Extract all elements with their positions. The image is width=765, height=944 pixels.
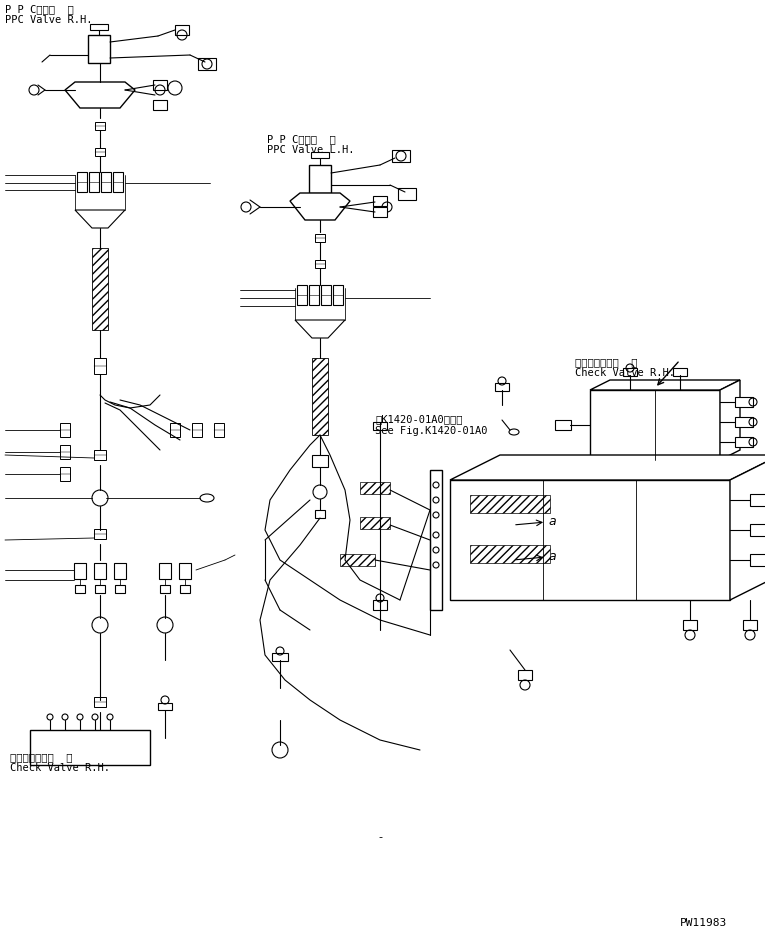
Bar [101,172,111,192]
Bar [94,529,106,539]
Bar [373,422,387,430]
Text: P P Cバルブ  右: P P Cバルブ 右 [5,4,73,14]
Bar [77,172,87,192]
Text: PW11983: PW11983 [680,918,728,928]
Bar [450,480,730,600]
Bar [430,470,442,610]
Text: Check Valve R.H.: Check Valve R.H. [10,763,110,773]
Bar [470,545,550,563]
Bar [309,285,319,305]
Bar [321,285,331,305]
Bar [75,585,85,593]
Bar [175,25,189,35]
Bar [495,383,509,391]
Bar [360,482,390,494]
Bar [735,417,753,427]
Bar [373,196,387,206]
Bar [60,445,70,459]
Text: -: - [378,832,382,842]
Bar [315,510,325,518]
Polygon shape [65,82,135,108]
Bar [198,58,216,70]
Bar [743,620,757,630]
Polygon shape [75,210,125,228]
Bar [115,585,125,593]
Bar [153,80,167,90]
Bar [95,148,105,156]
Bar [94,563,106,579]
Text: Check Valve R.H.: Check Valve R.H. [575,368,675,378]
Bar [750,524,765,536]
Bar [170,423,180,437]
Bar [315,260,325,268]
Bar [340,554,375,566]
Bar [114,563,126,579]
Bar [272,653,288,661]
Bar [312,358,328,435]
Bar [297,285,307,305]
Bar [750,494,765,506]
Bar [360,517,390,529]
Bar [94,450,106,460]
Text: PPC Valve R.H.: PPC Valve R.H. [5,15,93,25]
Bar [673,368,687,376]
Polygon shape [590,380,740,390]
Text: 第K1420-01A0図参照: 第K1420-01A0図参照 [375,414,463,424]
Bar [95,585,105,593]
Bar [180,585,190,593]
Bar [179,563,191,579]
Bar [590,390,720,460]
Bar [309,165,331,193]
Text: a: a [548,550,555,563]
Bar [373,600,387,610]
Bar [392,150,410,162]
Bar [623,368,637,376]
Bar [518,670,532,680]
Bar [192,423,202,437]
Bar [333,285,343,305]
Bar [373,207,387,217]
Bar [214,423,224,437]
Bar [398,188,416,200]
Bar [88,35,110,63]
Bar [94,358,106,374]
Bar [113,172,123,192]
Bar [95,122,105,130]
Bar [159,563,171,579]
Bar [153,100,167,110]
Polygon shape [730,455,765,600]
Bar [683,620,697,630]
Bar [90,24,108,30]
Bar [312,455,328,467]
Bar [735,397,753,407]
Text: チェックバルブ  右: チェックバルブ 右 [575,357,637,367]
Bar [470,495,550,513]
Bar [60,423,70,437]
Polygon shape [295,320,345,338]
Polygon shape [720,380,740,460]
Text: PPC Valve L.H.: PPC Valve L.H. [267,145,354,155]
Bar [315,234,325,242]
Bar [160,585,170,593]
Bar [158,703,172,710]
Bar [750,554,765,566]
Polygon shape [290,193,350,220]
Bar [60,467,70,481]
Text: See Fig.K1420-01A0: See Fig.K1420-01A0 [375,426,487,436]
Bar [94,697,106,707]
Polygon shape [450,455,765,480]
Bar [30,730,150,765]
Bar [89,172,99,192]
Bar [555,420,571,430]
Text: P P Cバルブ  左: P P Cバルブ 左 [267,134,336,144]
Bar [311,152,329,158]
Text: チェックバルブ  右: チェックバルブ 右 [10,752,73,762]
Text: a: a [548,515,555,528]
Bar [735,437,753,447]
Bar [92,248,108,330]
Bar [74,563,86,579]
